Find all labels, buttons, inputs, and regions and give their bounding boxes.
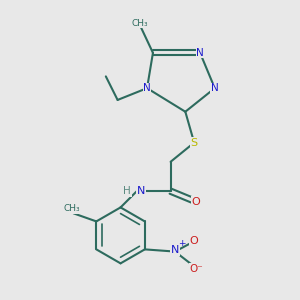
Text: S: S [190, 138, 198, 148]
Text: N: N [211, 83, 219, 93]
Text: CH₃: CH₃ [131, 19, 148, 28]
Text: O: O [190, 236, 199, 246]
Text: N: N [137, 186, 146, 196]
Text: O: O [191, 196, 200, 206]
Text: N: N [171, 245, 179, 255]
Text: +: + [178, 239, 185, 248]
Text: N: N [196, 48, 204, 58]
Text: H: H [124, 186, 131, 196]
Text: N: N [143, 83, 151, 93]
Text: CH₃: CH₃ [64, 204, 80, 213]
Text: O⁻: O⁻ [189, 264, 203, 274]
